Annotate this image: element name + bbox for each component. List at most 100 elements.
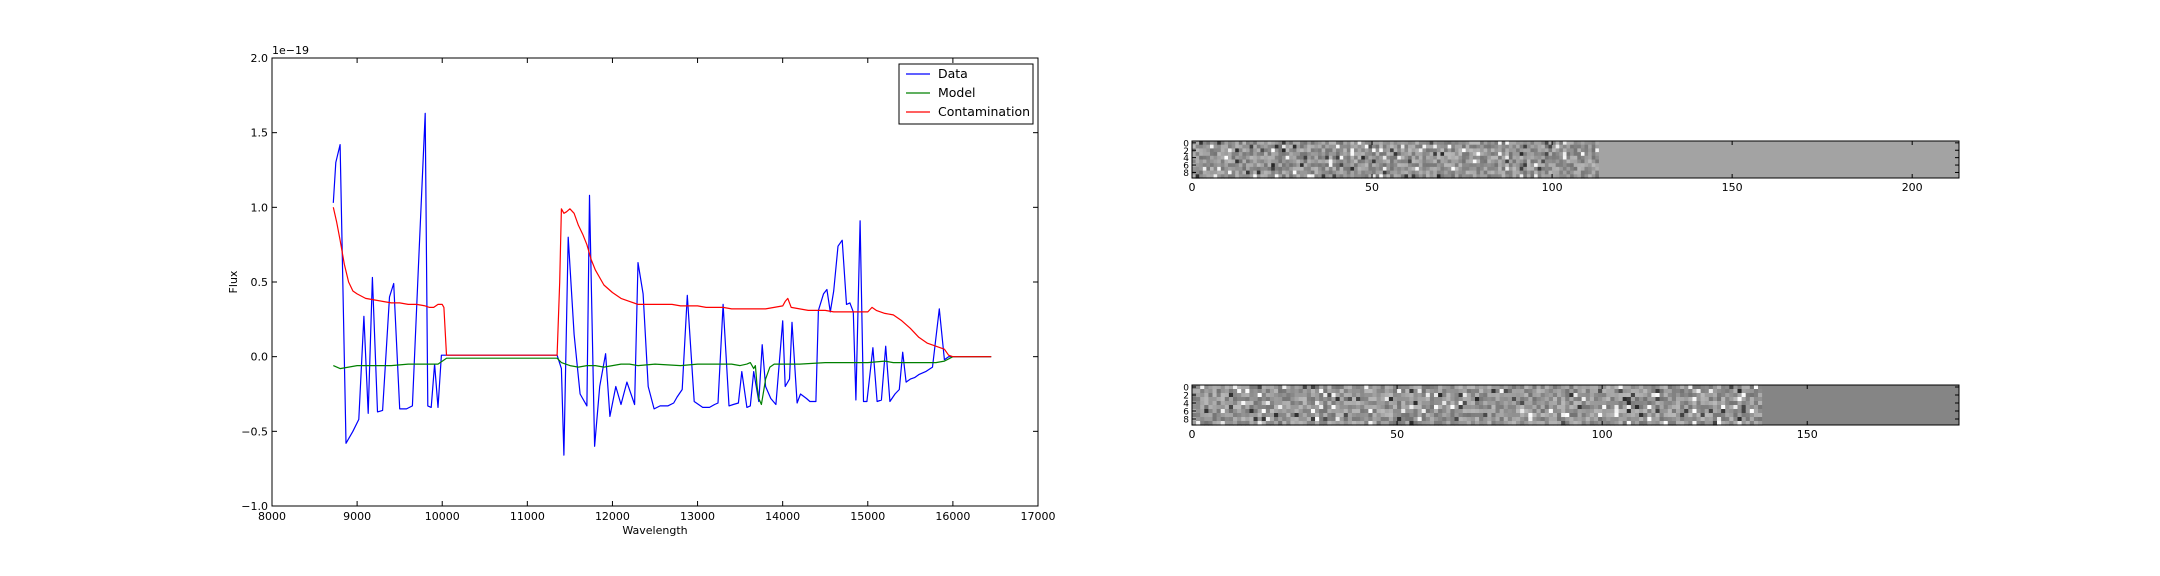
image-pixel — [1310, 385, 1316, 390]
image-pixel — [1659, 393, 1665, 398]
image-pixel — [1508, 144, 1514, 149]
image-pixel — [1446, 393, 1451, 398]
image-pixel — [1375, 141, 1380, 146]
image-pixel — [1228, 397, 1234, 402]
image-pixel — [1397, 166, 1402, 172]
image-pixel — [1224, 163, 1229, 168]
image-pixel — [1351, 417, 1357, 422]
image-pixel — [1450, 389, 1456, 394]
image-pixel — [1298, 413, 1304, 418]
image-pixel — [1231, 148, 1236, 153]
image-pixel — [1310, 155, 1316, 161]
image-pixel — [1680, 401, 1685, 406]
image-pixel — [1647, 393, 1652, 398]
image-pixel — [1318, 155, 1323, 161]
image-pixel — [1339, 141, 1344, 146]
image-pixel — [1588, 141, 1593, 146]
image-pixel — [1651, 393, 1657, 398]
image-pixel — [1303, 159, 1308, 164]
image-pixel — [1532, 389, 1538, 394]
image-pixel — [1458, 397, 1464, 402]
image-pixel — [1357, 170, 1362, 175]
image-pixel — [1397, 170, 1402, 175]
image-pixel — [1454, 409, 1460, 414]
image-pixel — [1328, 141, 1334, 146]
image-pixel — [1361, 166, 1366, 172]
image-pixel — [1306, 389, 1312, 394]
image-pixel — [1375, 155, 1380, 161]
image-pixel — [1415, 174, 1420, 179]
image-pixel — [1231, 163, 1236, 168]
image-pixel — [1647, 421, 1652, 426]
image-pixel — [1634, 417, 1640, 422]
image-pixel — [1433, 385, 1439, 390]
image-pixel — [1630, 385, 1636, 390]
image-pixel — [1555, 174, 1560, 179]
image-pixel — [1200, 405, 1205, 410]
image-pixel — [1530, 166, 1535, 172]
image-pixel — [1446, 421, 1451, 426]
image-pixel — [1552, 389, 1558, 394]
image-pixel — [1593, 417, 1599, 422]
image-pixel — [1548, 159, 1553, 164]
image-pixel — [1212, 389, 1218, 394]
image-pixel — [1651, 397, 1657, 402]
image-pixel — [1491, 405, 1497, 410]
image-pixel — [1242, 155, 1247, 161]
image-pixel — [1390, 152, 1395, 157]
image-pixel — [1213, 144, 1218, 149]
image-pixel — [1749, 409, 1755, 414]
image-pixel — [1249, 397, 1255, 402]
image-pixel — [1591, 174, 1596, 179]
image-pixel — [1487, 159, 1492, 164]
image-pixel — [1429, 141, 1434, 146]
image-pixel — [1544, 163, 1550, 168]
image-pixel — [1501, 163, 1506, 168]
image-pixel — [1643, 389, 1648, 394]
image-pixel — [1499, 389, 1505, 394]
y-tick-label: 2.0 — [251, 52, 269, 65]
image-pixel — [1523, 163, 1528, 168]
image-pixel — [1421, 413, 1427, 418]
image-pixel — [1310, 389, 1316, 394]
image-pixel — [1216, 389, 1222, 394]
image-pixel — [1314, 166, 1319, 172]
image-pixel — [1206, 144, 1211, 149]
image-pixel — [1469, 174, 1474, 179]
image-pixel — [1210, 159, 1215, 164]
image-pixel — [1447, 163, 1452, 168]
image-pixel — [1444, 152, 1449, 157]
image-pixel — [1433, 409, 1439, 414]
image-pixel — [1562, 141, 1568, 146]
image-pixel — [1436, 166, 1442, 172]
image-pixel — [1390, 174, 1395, 179]
image-pixel — [1729, 409, 1735, 414]
image-pixel — [1561, 385, 1566, 390]
image-pixel — [1536, 417, 1542, 422]
image-pixel — [1433, 152, 1438, 157]
image-pixel — [1264, 152, 1269, 157]
image-pixel — [1532, 397, 1538, 402]
image-pixel — [1487, 385, 1493, 390]
image-pixel — [1663, 421, 1669, 426]
image-pixel — [1614, 397, 1620, 402]
image-pixel — [1335, 397, 1341, 402]
image-pixel — [1307, 163, 1312, 168]
image-pixel — [1388, 413, 1394, 418]
image-pixel — [1192, 152, 1197, 157]
image-x-tick-label: 50 — [1365, 181, 1379, 194]
image-pixel — [1552, 174, 1557, 179]
image-pixel — [1195, 141, 1200, 146]
image-pixel — [1472, 166, 1478, 172]
image-pixel — [1241, 385, 1246, 390]
image-pixel — [1400, 144, 1406, 149]
image-pixel — [1421, 385, 1427, 390]
image-pixel — [1335, 405, 1341, 410]
image-pixel — [1216, 417, 1222, 422]
image-pixel — [1246, 148, 1251, 153]
image-pixel — [1401, 409, 1406, 414]
image-pixel — [1491, 409, 1497, 414]
image-pixel — [1379, 159, 1384, 164]
image-pixel — [1565, 397, 1570, 402]
image-pixel — [1536, 405, 1542, 410]
